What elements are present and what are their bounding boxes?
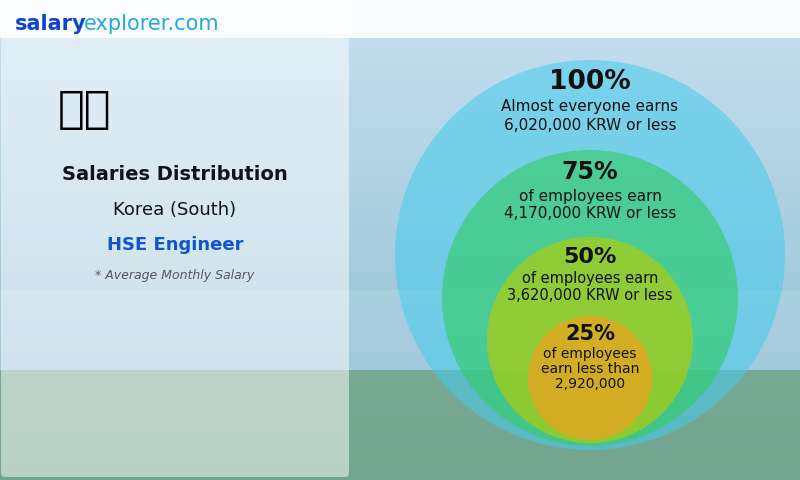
Circle shape [528,316,652,440]
Text: of employees earn: of employees earn [522,272,658,287]
Bar [0,144,800,160]
Bar [0,48,800,64]
Bar [0,0,800,38]
Bar [0,352,800,368]
Bar [0,256,800,272]
Bar [0,290,800,370]
Text: * Average Monthly Salary: * Average Monthly Salary [95,268,254,281]
Bar [0,16,800,32]
Bar [0,240,800,256]
Bar [0,192,800,208]
Text: of employees earn: of employees earn [518,189,662,204]
Bar [0,400,800,416]
Bar [0,208,800,224]
Circle shape [395,60,785,450]
Bar [0,112,800,128]
Bar [0,448,800,464]
Bar [0,224,800,240]
Bar [0,370,800,480]
Text: 50%: 50% [563,247,617,267]
Text: 🇰🇷: 🇰🇷 [58,88,112,132]
Bar [0,96,800,112]
Text: Almost everyone earns: Almost everyone earns [502,99,678,115]
Circle shape [442,150,738,446]
Text: 100%: 100% [549,69,631,95]
Text: 6,020,000 KRW or less: 6,020,000 KRW or less [504,119,676,133]
Bar [0,160,800,176]
Bar [0,128,800,144]
Text: 3,620,000 KRW or less: 3,620,000 KRW or less [507,288,673,303]
Text: Korea (South): Korea (South) [114,201,237,219]
Bar [0,304,800,320]
Bar [0,432,800,448]
Text: 2,920,000: 2,920,000 [555,377,625,391]
FancyBboxPatch shape [1,1,349,477]
Bar [0,64,800,80]
Text: of employees: of employees [543,347,637,361]
Bar [0,272,800,288]
Bar [0,336,800,352]
Bar [0,368,800,384]
Text: 25%: 25% [565,324,615,344]
Circle shape [487,237,693,443]
Bar [0,32,800,48]
Text: 4,170,000 KRW or less: 4,170,000 KRW or less [504,206,676,221]
Text: explorer.com: explorer.com [84,14,220,34]
Text: 75%: 75% [562,160,618,184]
Bar [0,176,800,192]
Bar [0,0,800,16]
Bar [0,384,800,400]
Bar [0,320,800,336]
Text: HSE Engineer: HSE Engineer [106,236,243,254]
Text: salary: salary [15,14,86,34]
Bar [0,80,800,96]
Text: earn less than: earn less than [541,362,639,376]
Text: Salaries Distribution: Salaries Distribution [62,166,288,184]
Bar [0,464,800,480]
Bar [0,288,800,304]
Bar [0,416,800,432]
